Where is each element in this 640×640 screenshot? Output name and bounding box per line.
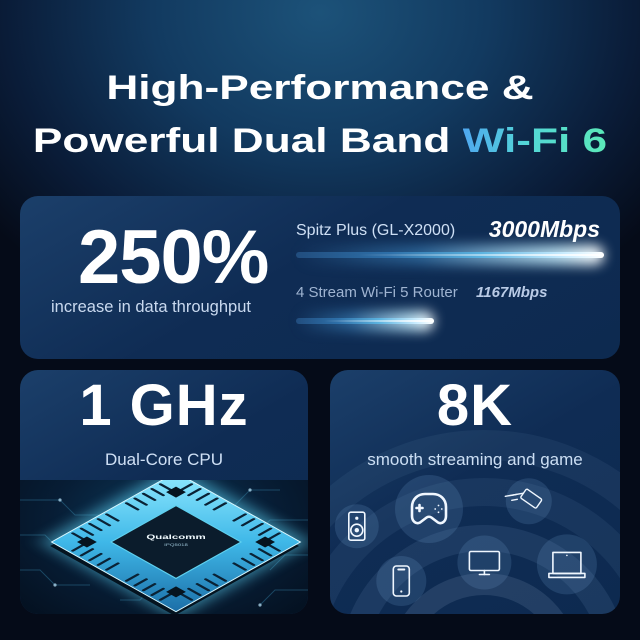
svg-text:IPQ5018: IPQ5018 (164, 543, 188, 547)
svg-text:Qualcomm: Qualcomm (146, 534, 205, 541)
